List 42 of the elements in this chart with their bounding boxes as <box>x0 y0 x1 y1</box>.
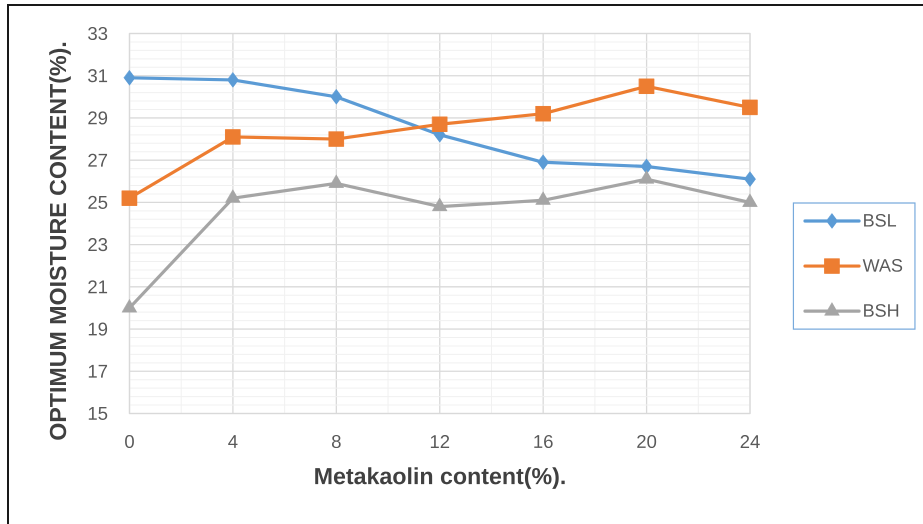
point <box>122 190 138 206</box>
point <box>638 78 654 94</box>
y-tick-label: 27 <box>88 154 108 167</box>
point <box>640 158 652 174</box>
legend-label: BSH <box>864 304 898 317</box>
point <box>432 198 448 212</box>
y-tick-label: 19 <box>88 322 108 336</box>
x-tick-label: 0 <box>125 434 134 448</box>
y-tick-label: 17 <box>88 364 108 378</box>
point <box>535 106 551 122</box>
y-tick-label: 31 <box>88 69 108 82</box>
y-tick-label: 29 <box>88 111 108 124</box>
x-tick-label: 12 <box>430 435 450 448</box>
y-tick-label: 23 <box>88 238 108 252</box>
point <box>328 174 344 188</box>
y-tick-label: 15 <box>88 407 108 420</box>
point <box>328 131 344 147</box>
point <box>638 170 654 184</box>
y-tick-label: 21 <box>88 280 108 294</box>
point <box>742 100 758 116</box>
point <box>227 72 239 88</box>
point <box>537 154 550 170</box>
x-tick-label: 4 <box>228 435 238 448</box>
x-tick-label: 24 <box>740 435 760 448</box>
point <box>536 192 551 205</box>
x-tick-label: 20 <box>637 434 656 448</box>
y-tick-label: 33 <box>88 26 108 40</box>
y-tick-label: 25 <box>88 196 108 209</box>
y-axis-title: OPTIMUM MOISTURE CONTENT(%). <box>49 42 71 440</box>
point <box>122 299 138 312</box>
point <box>330 89 342 105</box>
point <box>744 171 756 187</box>
point <box>225 129 241 145</box>
point <box>432 116 448 132</box>
point <box>742 194 758 207</box>
point <box>124 70 136 86</box>
x-axis-title: Metakaolin content(%). <box>315 467 565 489</box>
point <box>225 189 241 203</box>
legend-label: BSL <box>864 214 896 227</box>
x-tick-label: 8 <box>332 434 341 448</box>
legend-label: WAS <box>862 259 902 272</box>
x-tick-label: 16 <box>534 434 553 448</box>
